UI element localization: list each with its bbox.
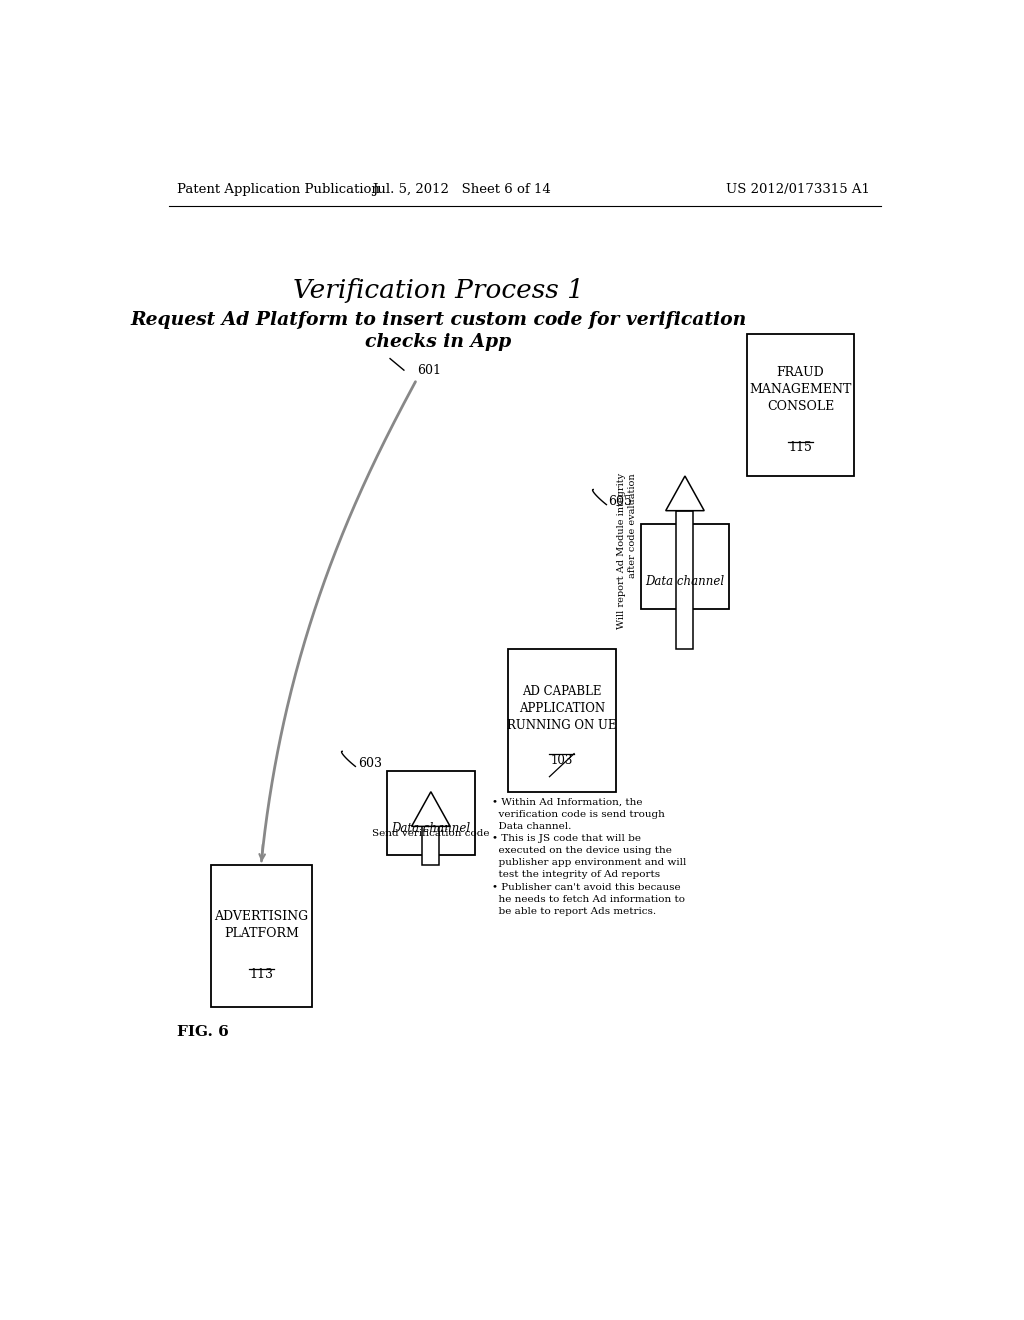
- Text: FIG. 6: FIG. 6: [177, 1026, 228, 1039]
- Bar: [211, 865, 311, 1007]
- Text: US 2012/0173315 A1: US 2012/0173315 A1: [726, 182, 869, 195]
- Text: • Within Ad Information, the
  verification code is send trough
  Data channel.
: • Within Ad Information, the verificatio…: [493, 797, 687, 916]
- Text: FRAUD
MANAGEMENT
CONSOLE: FRAUD MANAGEMENT CONSOLE: [750, 366, 852, 413]
- Text: Patent Application Publication: Patent Application Publication: [177, 182, 380, 195]
- Bar: [677, 511, 693, 649]
- Text: checks in App: checks in App: [366, 333, 512, 351]
- Text: 605: 605: [608, 495, 632, 508]
- Text: 103: 103: [551, 754, 573, 767]
- Text: 115: 115: [788, 441, 812, 454]
- Text: 603: 603: [357, 756, 382, 770]
- Polygon shape: [412, 792, 451, 826]
- Text: Will report Ad Module integrity
after code evaluation: Will report Ad Module integrity after co…: [616, 473, 637, 630]
- Text: Send verification code: Send verification code: [372, 829, 489, 838]
- Text: 113: 113: [250, 968, 273, 981]
- Text: Verification Process 1: Verification Process 1: [293, 279, 584, 304]
- Bar: [422, 826, 439, 865]
- Text: Jul. 5, 2012   Sheet 6 of 14: Jul. 5, 2012 Sheet 6 of 14: [373, 182, 551, 195]
- Polygon shape: [666, 477, 705, 511]
- Text: Request Ad Platform to insert custom code for verification: Request Ad Platform to insert custom cod…: [130, 312, 746, 329]
- Text: ADVERTISING
PLATFORM: ADVERTISING PLATFORM: [214, 909, 308, 940]
- Text: 601: 601: [417, 364, 441, 378]
- Bar: [746, 334, 854, 477]
- Text: Data channel: Data channel: [645, 576, 725, 589]
- Text: Data channel: Data channel: [391, 822, 470, 834]
- Bar: [508, 649, 615, 792]
- Bar: [387, 771, 475, 855]
- Text: AD CAPABLE
APPLICATION
RUNNING ON UE: AD CAPABLE APPLICATION RUNNING ON UE: [507, 685, 616, 733]
- Bar: [641, 524, 729, 609]
